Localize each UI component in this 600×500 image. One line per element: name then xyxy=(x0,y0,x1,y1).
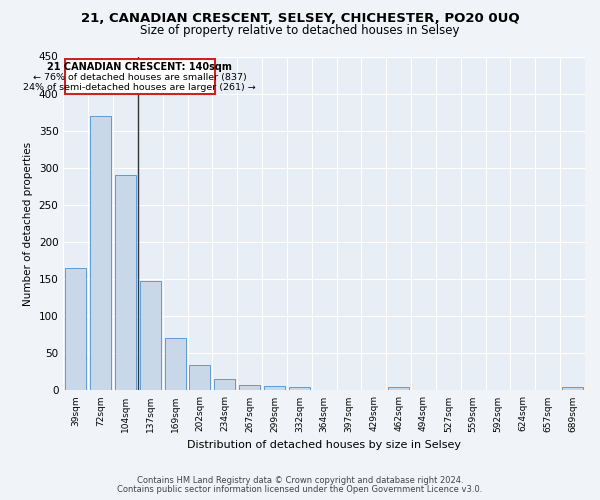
Bar xyxy=(289,388,310,390)
Bar xyxy=(264,386,285,390)
Text: Size of property relative to detached houses in Selsey: Size of property relative to detached ho… xyxy=(140,24,460,37)
Text: 24% of semi-detached houses are larger (261) →: 24% of semi-detached houses are larger (… xyxy=(23,83,256,92)
FancyBboxPatch shape xyxy=(65,58,215,94)
Bar xyxy=(190,365,211,390)
Bar xyxy=(239,385,260,390)
Bar xyxy=(115,175,136,390)
Bar xyxy=(214,380,235,390)
Text: ← 76% of detached houses are smaller (837): ← 76% of detached houses are smaller (83… xyxy=(33,73,247,82)
Bar xyxy=(140,282,161,391)
Text: 21, CANADIAN CRESCENT, SELSEY, CHICHESTER, PO20 0UQ: 21, CANADIAN CRESCENT, SELSEY, CHICHESTE… xyxy=(80,12,520,26)
Bar xyxy=(65,268,86,390)
Bar xyxy=(562,388,583,390)
Bar xyxy=(388,388,409,390)
X-axis label: Distribution of detached houses by size in Selsey: Distribution of detached houses by size … xyxy=(187,440,461,450)
Text: 21 CANADIAN CRESCENT: 140sqm: 21 CANADIAN CRESCENT: 140sqm xyxy=(47,62,232,72)
Text: Contains public sector information licensed under the Open Government Licence v3: Contains public sector information licen… xyxy=(118,485,482,494)
Y-axis label: Number of detached properties: Number of detached properties xyxy=(23,142,33,306)
Bar xyxy=(164,338,185,390)
Text: Contains HM Land Registry data © Crown copyright and database right 2024.: Contains HM Land Registry data © Crown c… xyxy=(137,476,463,485)
Bar xyxy=(90,116,111,390)
